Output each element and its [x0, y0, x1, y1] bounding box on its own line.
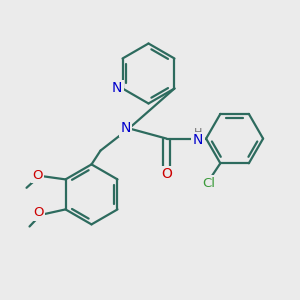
Text: O: O [32, 169, 43, 182]
Text: N: N [112, 82, 122, 95]
Text: O: O [33, 206, 44, 220]
Text: Cl: Cl [202, 177, 215, 190]
Text: O: O [161, 167, 172, 181]
Text: N: N [193, 133, 203, 147]
Text: N: N [120, 122, 130, 135]
Text: H: H [194, 128, 202, 138]
